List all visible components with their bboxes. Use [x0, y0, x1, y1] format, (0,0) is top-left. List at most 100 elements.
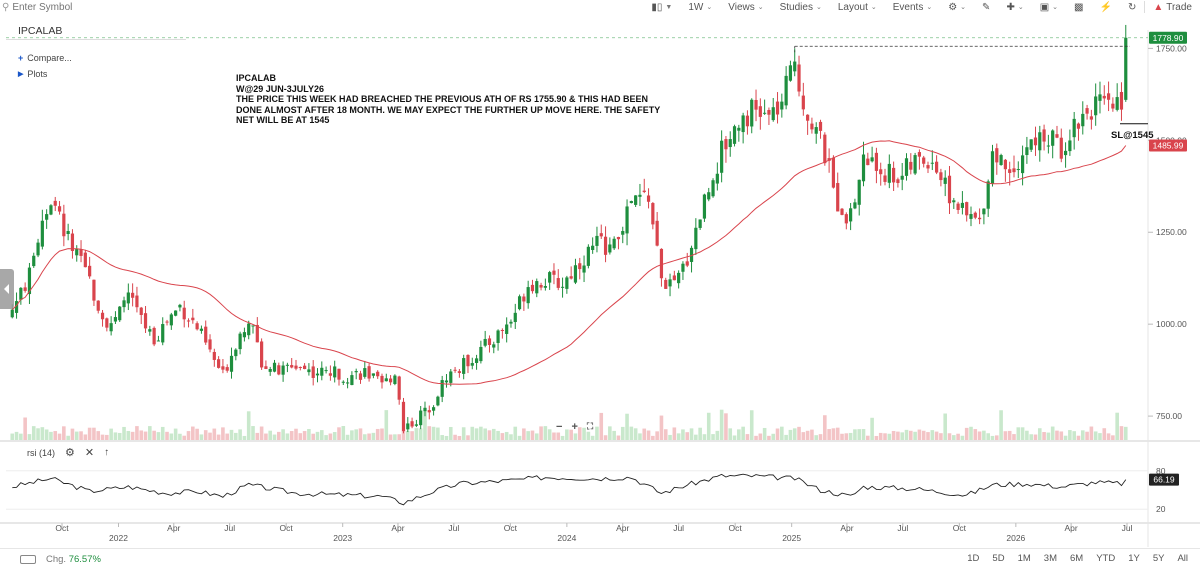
studies-dropdown[interactable]: Studies ⌄	[779, 1, 822, 13]
candle-body	[45, 214, 49, 220]
volume-bar	[655, 431, 659, 440]
range-all[interactable]: All	[1177, 553, 1188, 564]
plots-toggle[interactable]: ▶ Plots	[18, 69, 48, 79]
candle-body	[350, 375, 354, 386]
volume-bar	[844, 433, 849, 440]
candle-body	[720, 140, 724, 173]
candle-body	[659, 248, 664, 279]
candle-body	[152, 327, 156, 345]
annotation-line: THE PRICE THIS WEEK HAD BREACHED THE PRE…	[236, 94, 649, 104]
annotation-line: IPCALAB	[236, 73, 276, 83]
candle-body	[440, 380, 444, 397]
settings-button[interactable]: ⚙ ⌄	[940, 2, 974, 13]
candle-body	[1072, 118, 1076, 138]
range-1d[interactable]: 1D	[967, 553, 980, 564]
comment-button[interactable]: ▣ ⌄	[1032, 2, 1066, 13]
moving-average	[11, 140, 1127, 385]
volume-bar	[818, 434, 823, 440]
candle-body	[947, 175, 952, 204]
range-5y[interactable]: 5Y	[1152, 553, 1165, 564]
candle-body	[105, 318, 109, 328]
symbol-search[interactable]: ⚲	[2, 0, 103, 14]
events-dropdown[interactable]: Events ⌄	[892, 1, 933, 13]
candle-body	[526, 287, 530, 304]
range-6m[interactable]: 6M	[1069, 553, 1084, 564]
zoom-out-icon[interactable]: −	[556, 421, 563, 433]
candle-body	[560, 286, 565, 288]
search-input[interactable]	[12, 1, 103, 13]
volume-bar	[96, 431, 101, 440]
layout-dropdown[interactable]: Layout ⌄	[837, 1, 877, 13]
draw-button[interactable]: ✎	[974, 2, 998, 13]
candle-body	[36, 242, 40, 256]
candle-body	[745, 115, 750, 127]
volume-bar	[62, 426, 66, 440]
volume-bar	[113, 432, 118, 440]
candle-body	[1003, 159, 1007, 170]
volume-bar	[178, 433, 182, 440]
candle-type-button[interactable]: ▮▯ ▼	[643, 2, 680, 13]
candle-body	[118, 306, 122, 321]
volume-bar	[122, 426, 126, 440]
candle-body	[728, 139, 732, 148]
candle-body	[629, 201, 633, 204]
keyboard-icon[interactable]	[20, 555, 36, 564]
volume-bar	[31, 426, 36, 440]
candle-body	[831, 157, 836, 188]
range-3m[interactable]: 3M	[1043, 553, 1057, 564]
range-5d[interactable]: 5D	[992, 553, 1005, 564]
volume-bar	[431, 426, 436, 440]
left-panel-toggle[interactable]	[0, 269, 14, 309]
candle-body	[139, 307, 143, 315]
volume-bar	[835, 427, 840, 440]
candle-body	[668, 279, 672, 287]
candle-body	[367, 366, 371, 379]
lightning-button[interactable]: ⚡	[1091, 2, 1119, 13]
candle-body	[1033, 137, 1038, 146]
refresh-button[interactable]: ↻	[1120, 2, 1144, 13]
candle-body	[320, 367, 324, 376]
volume-bar	[358, 428, 363, 440]
views-dropdown[interactable]: Views ⌄	[728, 1, 764, 13]
interval-dropdown[interactable]: 1W ⌄	[688, 1, 713, 13]
screen-button[interactable]: ▩	[1066, 2, 1091, 13]
volume-bar	[191, 426, 195, 440]
volume-bar	[775, 428, 780, 440]
candle-body	[113, 317, 118, 322]
candle-body	[225, 367, 229, 371]
close-icon[interactable]: ✕	[84, 447, 95, 459]
volume-bar	[315, 431, 320, 440]
candle-body	[1119, 91, 1124, 110]
zoom-in-icon[interactable]: +	[571, 421, 578, 433]
volume-bar	[487, 430, 492, 440]
rsi-level-label: 20	[1156, 504, 1166, 514]
reset-zoom-icon[interactable]: ⛶	[586, 421, 594, 431]
range-ytd[interactable]: YTD	[1096, 553, 1116, 564]
candle-body	[324, 370, 328, 372]
candle-body	[462, 358, 466, 374]
volume-bar	[234, 432, 238, 440]
zoom-controls: − + ⛶	[556, 421, 593, 433]
volume-bar	[698, 427, 702, 440]
candle-body	[608, 244, 612, 253]
candle-body	[874, 152, 879, 171]
gear-icon[interactable]: ⚙	[65, 447, 75, 459]
candle-body	[1020, 155, 1025, 174]
volume-bar	[354, 429, 358, 440]
compare-button[interactable]: + Compare...	[18, 53, 72, 63]
candle-body	[371, 373, 375, 376]
arrow-up-icon[interactable]: ↑	[104, 447, 110, 458]
volume-bar	[1080, 430, 1085, 440]
range-1y[interactable]: 1Y	[1128, 553, 1140, 564]
volume-bar	[522, 428, 526, 440]
symbol-label[interactable]: IPCALAB	[6, 24, 186, 40]
range-1m[interactable]: 1M	[1017, 553, 1031, 564]
candle-body	[513, 312, 517, 323]
candle-body	[1055, 134, 1059, 138]
trade-button[interactable]: ▲ Trade	[1153, 1, 1192, 13]
x-tick-label: Oct	[55, 523, 69, 533]
volume-bar	[405, 430, 410, 440]
volume-bar	[831, 428, 836, 440]
crosshair-button[interactable]: ✚ ⌄	[998, 2, 1031, 13]
